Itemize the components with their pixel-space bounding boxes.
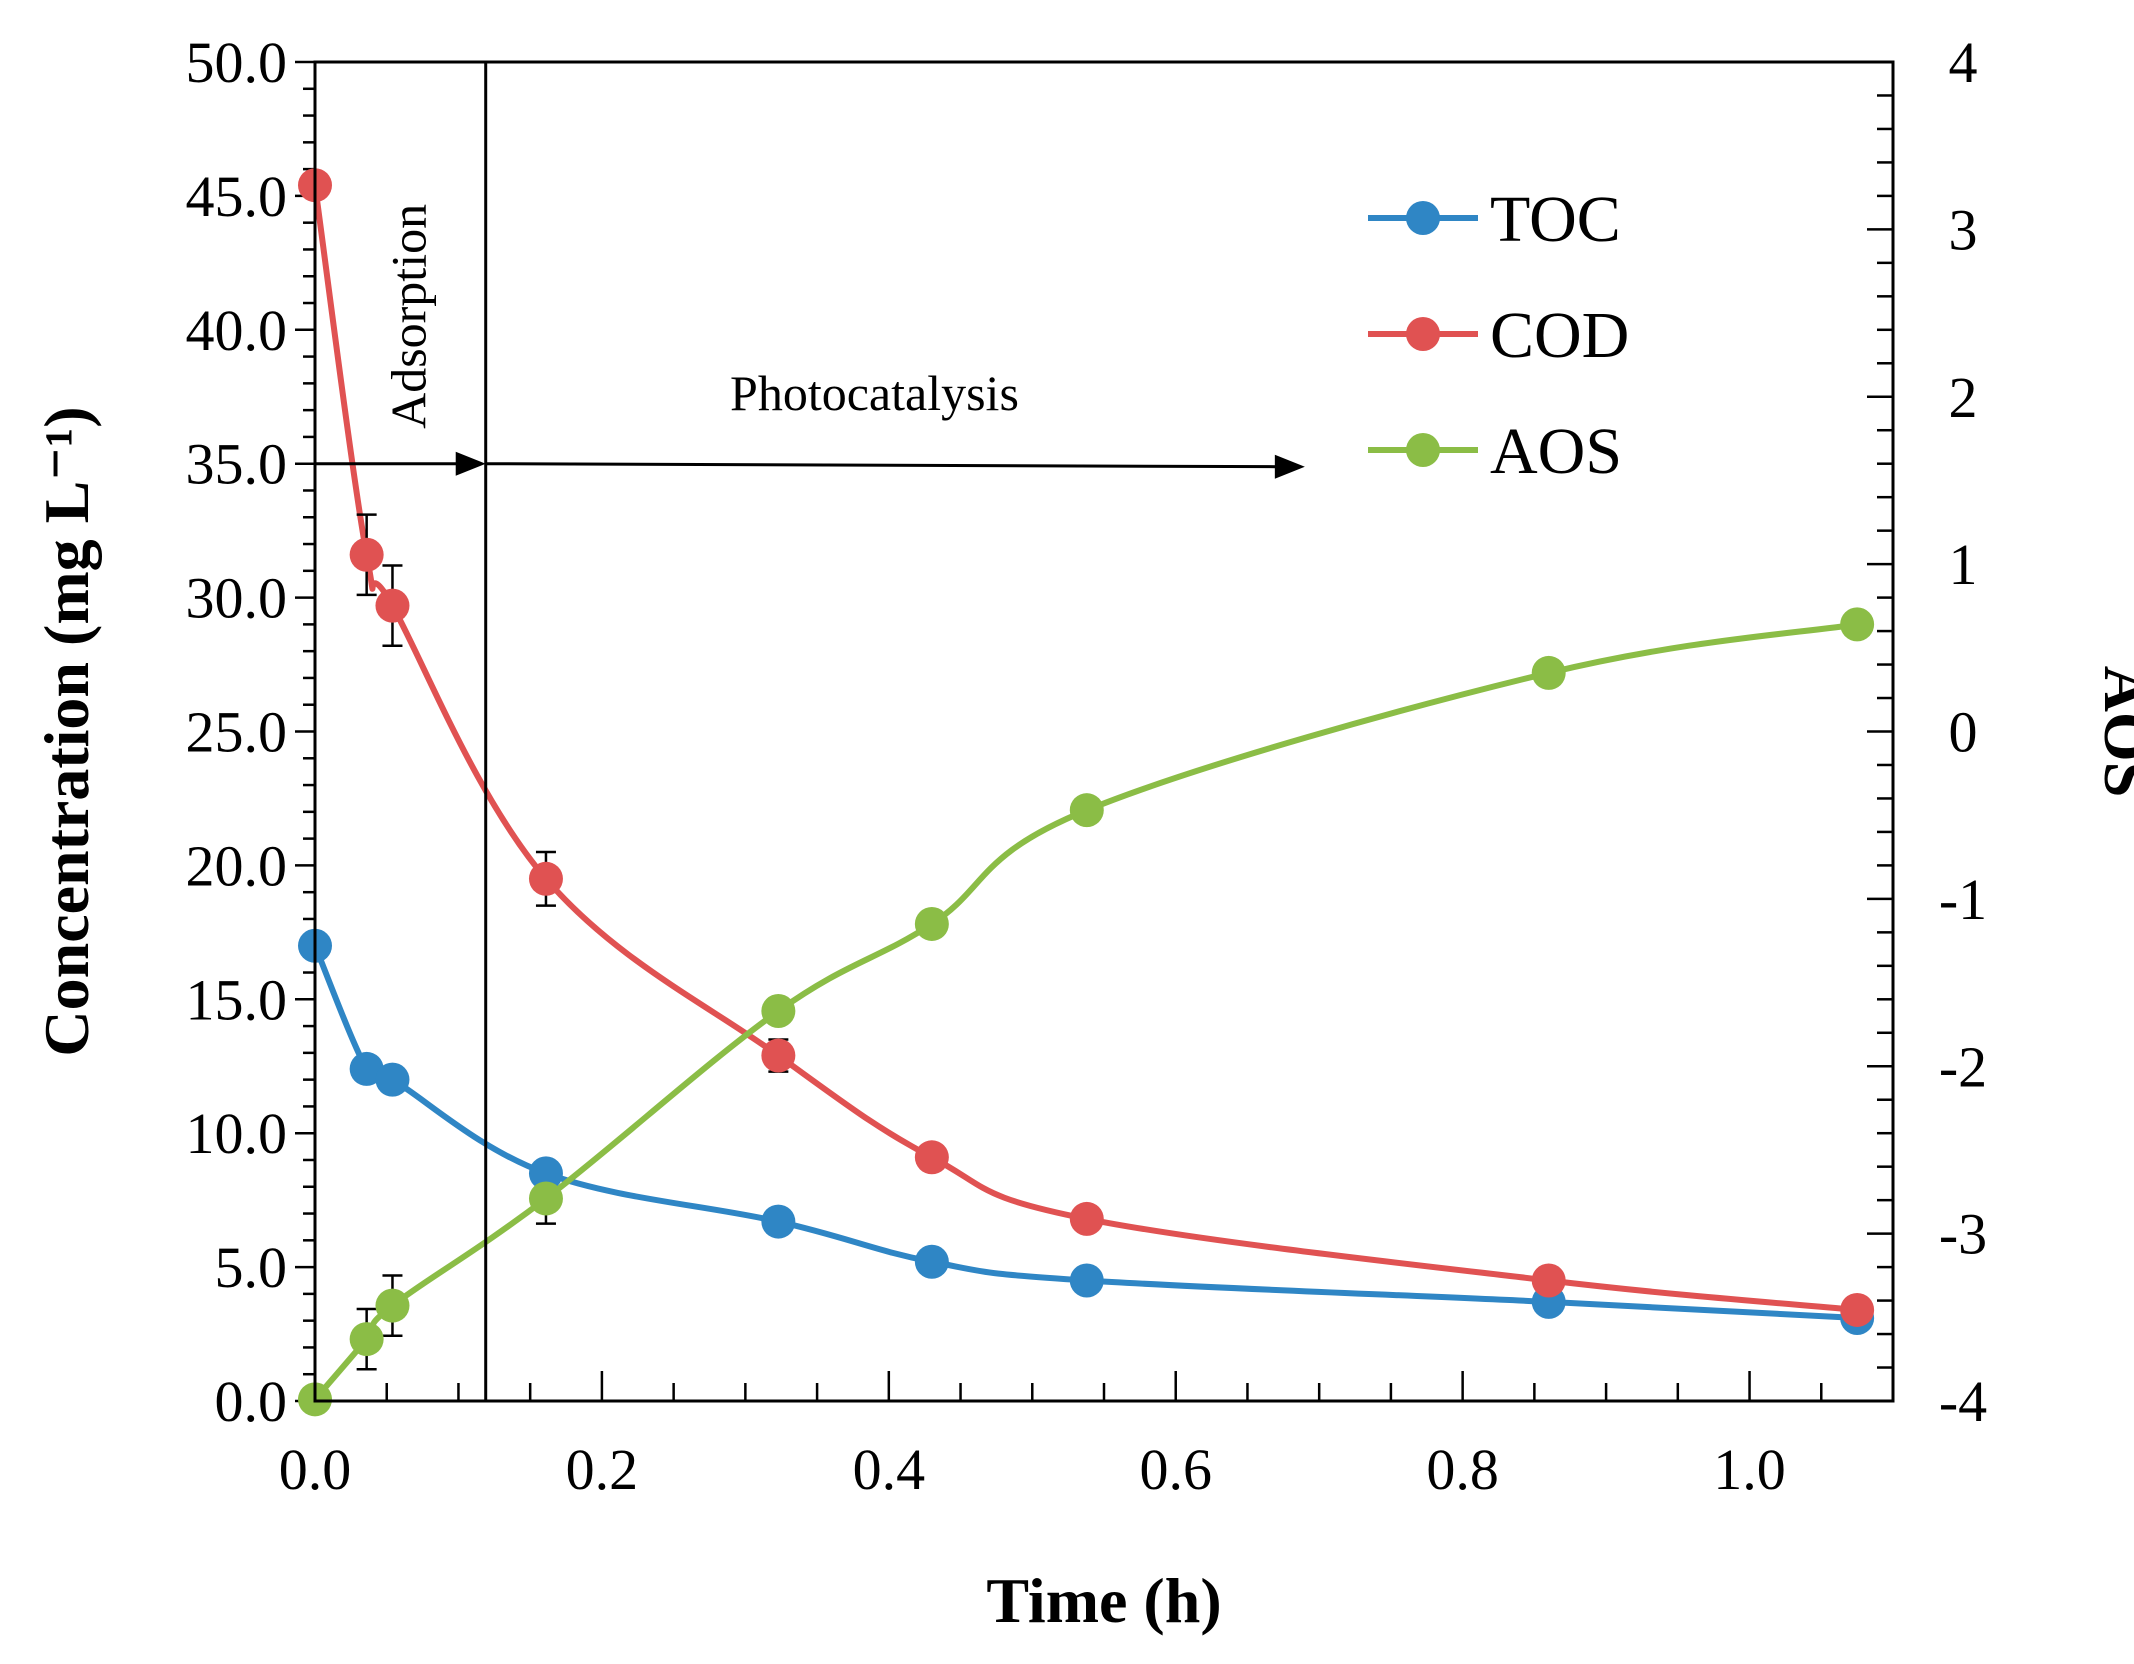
y-left-tick-label: 15.0 [186,967,288,1032]
y-right-tick-label: 4 [1949,30,1978,95]
toc-data-point [375,1062,410,1097]
y-left-axis-title: Concentration (mg L⁻¹) [31,406,102,1056]
cod-data-point [349,537,384,572]
y-left-tick-label: 30.0 [186,566,288,631]
legend-aos-marker [1406,433,1440,467]
y-left-tick-label: 45.0 [186,164,288,229]
cod-data-point [761,1038,796,1073]
series-points-layer [298,168,1875,1417]
y-left-tick-label: 50.0 [186,30,288,95]
y-left-tick-label: 5.0 [215,1235,288,1300]
error-bars-layer [356,513,789,1371]
x-tick-label: 0.4 [853,1437,926,1502]
y-right-tick-label: 2 [1949,365,1978,430]
aos-data-point [1531,655,1566,690]
aos-data-point [349,1322,384,1357]
x-tick-label: 0.2 [566,1437,639,1502]
legend-aos-label: AOS [1490,415,1622,488]
y-left-tick-label: 0.0 [215,1369,288,1434]
y-left-tick-label: 20.0 [186,833,288,898]
cod-data-point [1531,1263,1566,1298]
photocatalysis-label: Photocatalysis [730,365,1019,421]
legend-toc-marker [1406,201,1440,235]
toc-data-point [1069,1263,1104,1298]
toc-data-point [349,1051,384,1086]
legend: TOC COD AOS [1368,183,1629,488]
x-tick-label: 0.6 [1139,1437,1212,1502]
toc-data-point [761,1204,796,1239]
toc-data-point [914,1244,949,1279]
aos-data-point [528,1181,563,1216]
toc-data-point [528,1156,563,1191]
toc-series-line [312,944,1858,1321]
y-right-tick-label: -3 [1939,1202,1987,1267]
annotations-layer: Adsorption Photocatalysis [315,62,1305,1401]
aos-data-point [761,994,796,1029]
aos-data-point [1069,793,1104,828]
cod-data-point [1840,1292,1875,1327]
x-tick-label: 0.8 [1426,1437,1499,1502]
x-tick-label: 1.0 [1713,1437,1786,1502]
legend-cod-marker [1406,317,1440,351]
adsorption-label: Adsorption [381,204,437,429]
legend-toc-label: TOC [1490,183,1621,256]
y-left-tick-label: 40.0 [186,298,288,363]
plot-frame [313,60,1895,1403]
y-right-tick-label: 3 [1949,197,1978,262]
y-right-tick-label: 0 [1949,700,1978,765]
cod-data-point [375,588,410,623]
cod-data-point [528,861,563,896]
y-left-tick-label: 35.0 [186,432,288,497]
cod-data-point [914,1140,949,1175]
legend-cod-label: COD [1490,299,1629,372]
y-left-tick-label: 25.0 [186,700,288,765]
aos-data-point [1840,607,1875,642]
x-axis-title: Time (h) [986,1565,1221,1636]
photocatalysis-arrow-line [485,462,1277,469]
labels-layer: 0.0 0.2 0.4 0.6 0.8 1.0 0.0 5.0 10.0 15.0 20.0 25.0… [31,30,2134,1636]
cod-data-point [1069,1201,1104,1236]
y-right-tick-label: -2 [1939,1034,1987,1099]
y-right-tick-label: -4 [1939,1369,1987,1434]
aos-data-point [914,906,949,941]
y-right-axis-title: AOS [2091,666,2134,798]
adsorption-arrow-head [455,451,486,476]
y-left-tick-label: 10.0 [186,1101,288,1166]
x-tick-label: 0.0 [279,1437,352,1502]
photocatalysis-arrow-head [1274,454,1305,479]
y-right-tick-label: 1 [1949,532,1978,597]
y-right-tick-label: -1 [1939,867,1987,932]
aos-data-point [375,1288,410,1323]
plot-frame-layer [313,60,1895,1403]
